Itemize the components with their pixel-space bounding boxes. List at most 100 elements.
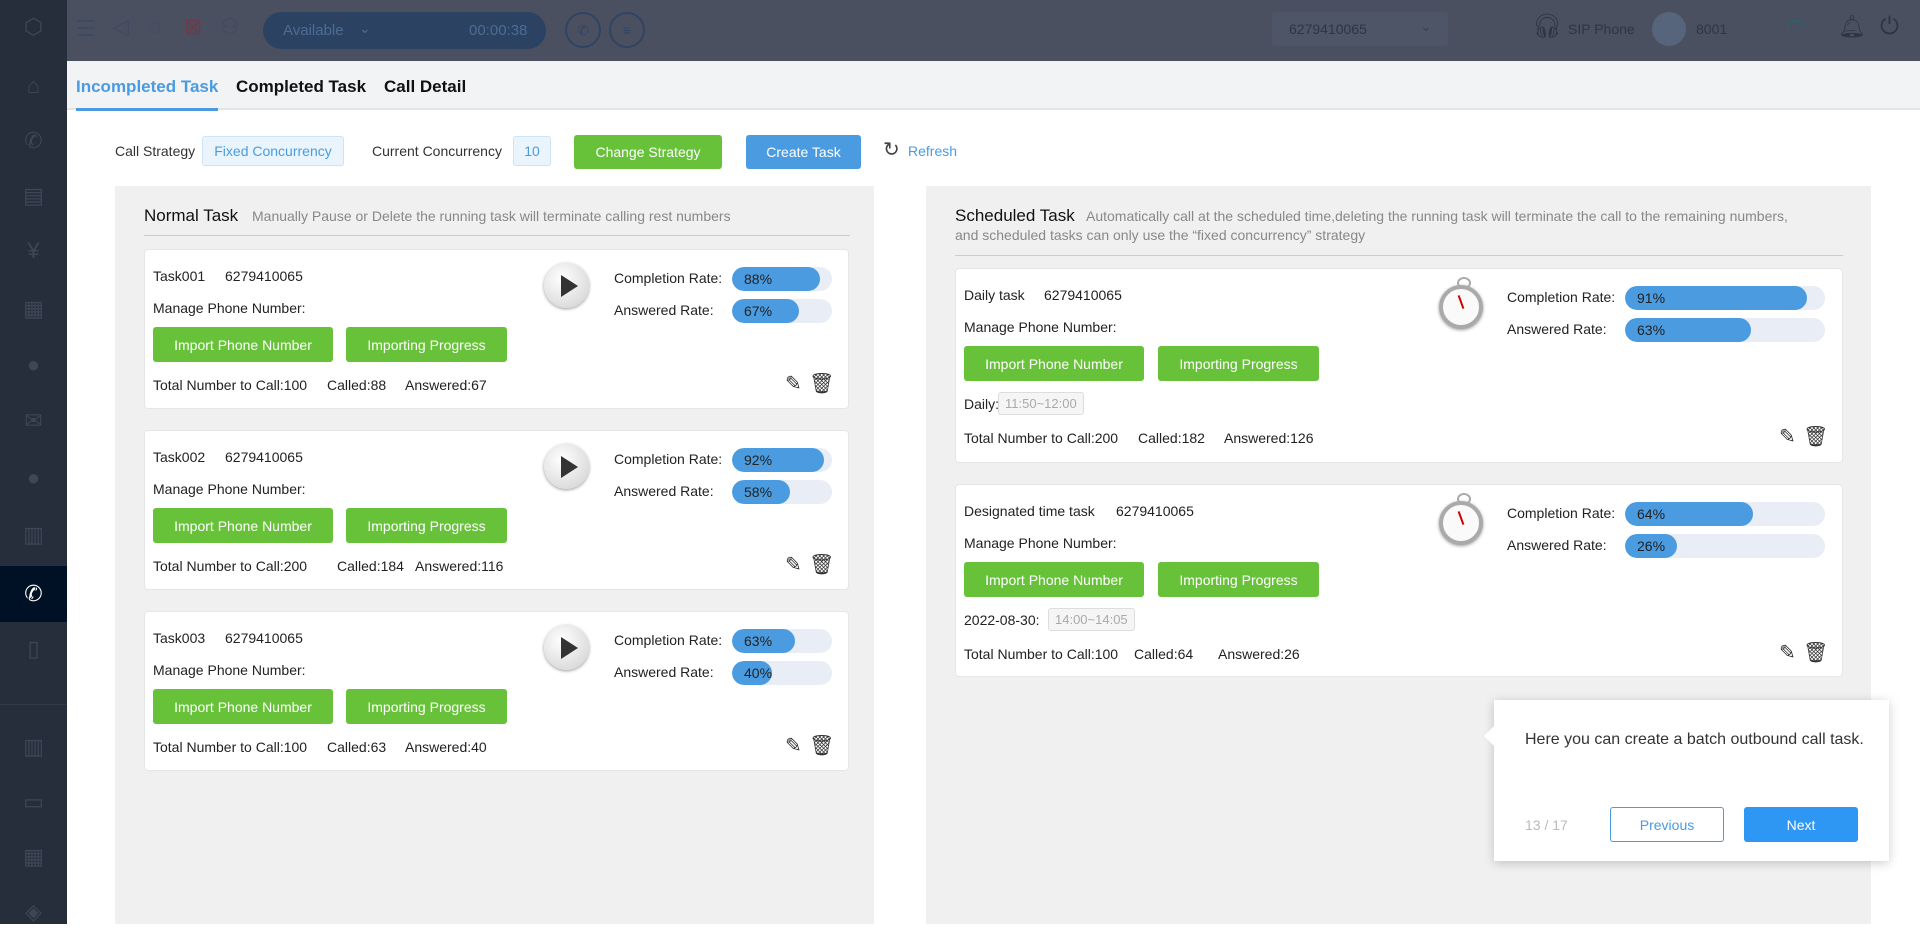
answered-count: Answered:40 [405,739,487,755]
printer-icon[interactable]: ▤ [23,183,44,208]
delete-icon[interactable]: 🗑︎ [809,735,835,757]
chart-icon[interactable]: ▥ [23,734,44,759]
delete-icon[interactable]: 🗑︎ [809,373,835,395]
chat-icon[interactable]: ● [26,352,41,377]
tour-step-counter: 13 / 17 [1525,817,1568,833]
refresh-link[interactable]: Refresh [908,143,958,159]
book-icon[interactable]: ▯ [27,636,40,661]
refresh-icon[interactable]: ↻ [883,139,900,161]
total-number: Total Number to Call:100 [153,377,308,393]
completion-rate-bar: 63% [732,629,832,653]
caller-number-select[interactable]: 6279410065 ⌄ [1272,12,1448,46]
create-task-button[interactable]: Create Task [746,135,861,169]
tab-call-detail[interactable]: Call Detail [384,77,467,96]
task-name: Task001 [153,268,206,284]
importing-progress-button[interactable]: Importing Progress [1158,346,1319,381]
divider [955,255,1843,256]
avatar[interactable] [1652,12,1686,46]
manage-phone-label: Manage Phone Number: [964,535,1117,551]
completion-rate-label: Completion Rate: [614,451,723,467]
task-name: Designated time task [964,503,1095,519]
import-phone-number-button[interactable]: Import Phone Number [964,562,1144,597]
clock-icon [1439,277,1483,329]
manage-phone-label: Manage Phone Number: [153,300,306,316]
power-icon[interactable]: ⏻ [1880,13,1899,40]
edit-icon[interactable]: ✎ [785,735,802,757]
security-icon[interactable]: ◈ [25,899,42,924]
status-label: Available [283,22,344,39]
change-strategy-button[interactable]: Change Strategy [574,135,722,169]
answered-rate-value: 26% [1625,534,1677,558]
answered-rate-label: Answered Rate: [614,483,714,499]
import-phone-number-button[interactable]: Import Phone Number [964,346,1144,381]
previous-button[interactable]: Previous [1610,807,1724,842]
agent-status-pill[interactable]: Available ⌄ 00:00:38 [263,12,546,49]
import-phone-number-button[interactable]: Import Phone Number [153,508,333,543]
play-button[interactable] [544,263,589,308]
answered-rate-bar: 40% [732,661,832,685]
importing-progress-button[interactable]: Importing Progress [346,327,507,362]
phone-button[interactable]: ✆ [565,12,601,48]
home-icon[interactable]: ⌂ [26,73,41,98]
outbound-call-icon[interactable]: ✆ [0,566,67,622]
no-disturb-icon[interactable]: ⊠ [184,14,203,39]
delete-icon[interactable]: 🗑︎ [1803,426,1829,448]
edit-icon[interactable]: ✎ [785,373,802,395]
edit-icon[interactable]: ✎ [785,554,802,576]
play-button[interactable] [544,625,589,670]
task-number: 6279410065 [1044,287,1122,303]
task-name: Daily task [964,287,1025,303]
play-button[interactable] [544,444,589,489]
completion-rate-label: Completion Rate: [1507,505,1616,521]
caller-number-value: 6279410065 [1289,21,1367,37]
phone-type-label[interactable]: SIP Phone [1568,21,1635,37]
task-card: Task001 6279410065 Manage Phone Number: … [144,249,849,409]
tab-incompleted-task[interactable]: Incompleted Task [76,77,219,111]
importing-progress-button[interactable]: Importing Progress [346,508,507,543]
task-card: Designated time task 6279410065 Manage P… [955,484,1843,677]
total-number: Total Number to Call:200 [964,430,1119,446]
completion-rate-bar: 64% [1625,502,1825,526]
menu-icon[interactable]: ☰ [76,16,96,41]
answered-rate-value: 58% [732,480,790,504]
clipboard-icon[interactable]: ▥ [23,522,44,547]
import-phone-number-button[interactable]: Import Phone Number [153,689,333,724]
completion-rate-bar: 91% [1625,286,1825,310]
completion-rate-value: 64% [1625,502,1753,526]
importing-progress-button[interactable]: Importing Progress [346,689,507,724]
headset-icon: 🎧︎ [1532,13,1563,40]
calendar-icon[interactable]: ▦ [23,296,44,321]
answered-count: Answered:116 [415,558,504,574]
bell-icon[interactable]: 🔔︎ [1838,14,1866,39]
total-number: Total Number to Call:100 [964,646,1119,662]
import-phone-number-button[interactable]: Import Phone Number [153,327,333,362]
monitor-icon[interactable]: ▭ [23,789,44,814]
speaker-icon[interactable]: ◁ [112,14,129,39]
contact-icon[interactable]: ● [26,465,41,490]
answered-rate-label: Answered Rate: [1507,321,1607,337]
delete-icon[interactable]: 🗑︎ [1803,642,1829,664]
task-number: 6279410065 [225,449,303,465]
tab-completed-task[interactable]: Completed Task [236,77,367,96]
answered-rate-label: Answered Rate: [1507,537,1607,553]
answered-rate-value: 40% [732,661,772,685]
normal-task-title: Normal Task [144,206,239,225]
chat-bubble-icon[interactable]: ◌ [148,14,162,39]
schedule-icon[interactable]: ▦ [23,844,44,869]
divider [144,235,850,236]
billing-icon[interactable]: ¥ [27,238,40,263]
next-button[interactable]: Next [1744,807,1858,842]
user-group-icon[interactable]: ⚇ [220,14,240,39]
task-number: 6279410065 [225,630,303,646]
mail-icon[interactable]: ✉ [24,408,43,433]
tour-text: Here you can create a batch outbound cal… [1525,731,1864,748]
delete-icon[interactable]: 🗑︎ [809,554,835,576]
phone-icon[interactable]: ✆ [24,128,43,153]
message-button[interactable]: ≡ [609,12,645,48]
edit-icon[interactable]: ✎ [1779,426,1796,448]
edit-icon[interactable]: ✎ [1779,642,1796,664]
importing-progress-button[interactable]: Importing Progress [1158,562,1319,597]
answered-count: Answered:26 [1218,646,1300,662]
completion-rate-value: 92% [732,448,824,472]
scheduled-task-note: Automatically call at the scheduled time… [1086,208,1788,224]
